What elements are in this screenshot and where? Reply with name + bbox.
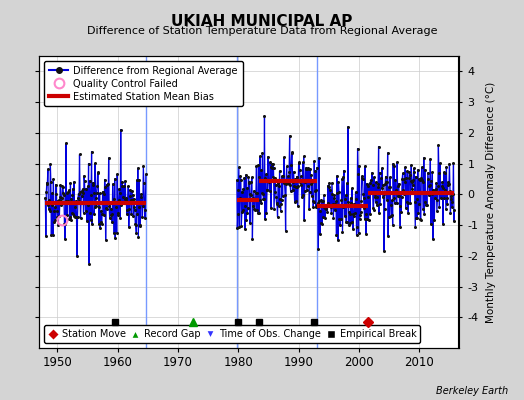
Text: UKIAH MUNICIPAL AP: UKIAH MUNICIPAL AP xyxy=(171,14,353,29)
Legend: Station Move, Record Gap, Time of Obs. Change, Empirical Break: Station Move, Record Gap, Time of Obs. C… xyxy=(44,325,420,343)
Text: Difference of Station Temperature Data from Regional Average: Difference of Station Temperature Data f… xyxy=(87,26,437,36)
Text: Berkeley Earth: Berkeley Earth xyxy=(436,386,508,396)
Y-axis label: Monthly Temperature Anomaly Difference (°C): Monthly Temperature Anomaly Difference (… xyxy=(486,81,496,323)
